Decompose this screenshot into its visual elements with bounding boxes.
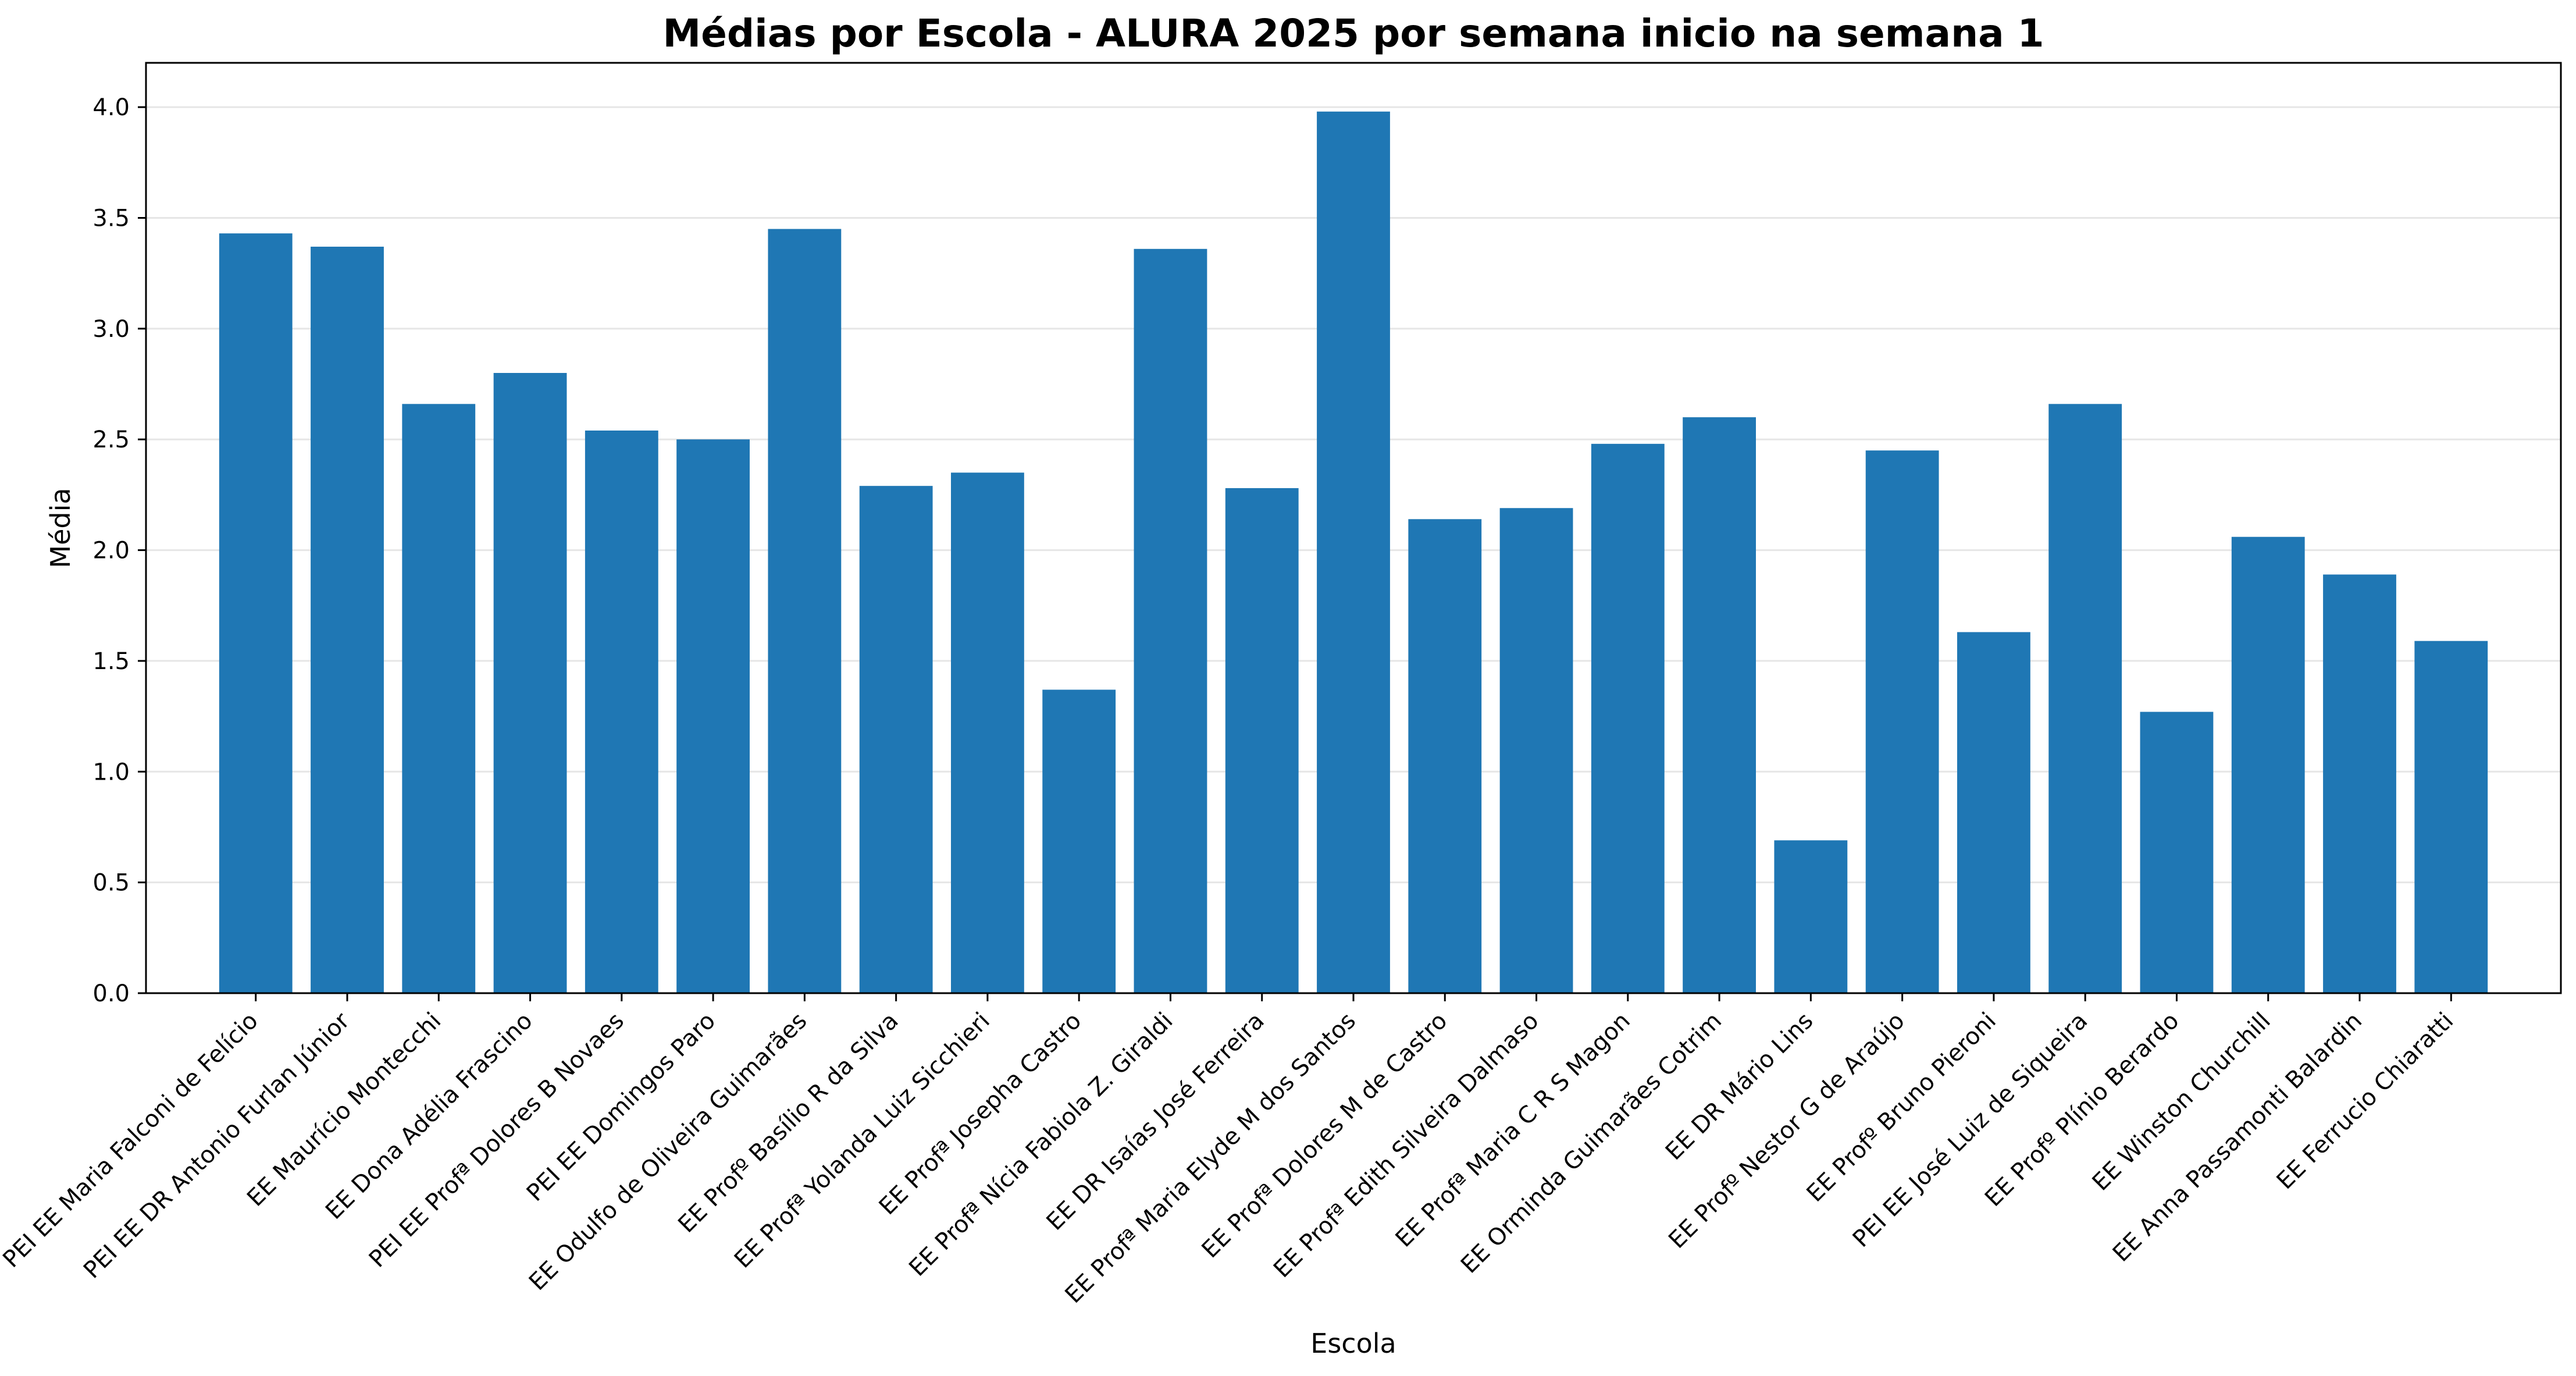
y-axis: 0.0 0.5 1.0 1.5 2.0 2.5 3.0 3.5 4.0 — [92, 94, 146, 1007]
y-tick-label: 2.5 — [92, 426, 130, 453]
bar — [219, 233, 293, 993]
bar — [1499, 508, 1573, 993]
x-tick-label: EE Profº Plínio Berardo — [1980, 1008, 2184, 1212]
y-tick-label: 2.0 — [92, 538, 130, 564]
bar — [859, 486, 933, 993]
bar — [1957, 632, 2030, 993]
bar — [493, 373, 567, 993]
bar — [1683, 417, 1756, 993]
bar — [1591, 443, 1665, 993]
bar — [2414, 641, 2488, 993]
y-tick-label: 3.5 — [92, 205, 130, 232]
y-tick-label: 4.0 — [92, 94, 130, 121]
bar — [2140, 712, 2214, 993]
bar — [2231, 536, 2305, 993]
bar — [768, 229, 842, 994]
bar — [1865, 450, 1939, 993]
x-tick-label: EE Maurício Montecchi — [242, 1008, 446, 1212]
y-tick-label: 1.5 — [92, 648, 130, 675]
bar — [676, 439, 750, 993]
bars — [219, 111, 2488, 994]
bar — [1317, 111, 1390, 994]
x-axis-label: Escola — [1310, 1328, 1396, 1359]
x-tick-label: PEI EE Domingos Paro — [522, 1008, 721, 1207]
bar — [402, 404, 476, 993]
bar — [1134, 248, 1207, 993]
chart-title: Médias por Escola - ALURA 2025 por seman… — [662, 11, 2044, 56]
bar — [1225, 488, 1299, 993]
x-tick-label: EE Profº Bruno Pieroni — [1802, 1008, 2001, 1207]
x-tick-label: EE Winston Churchill — [2087, 1008, 2276, 1196]
bar — [951, 472, 1024, 993]
bar — [585, 430, 658, 993]
bar — [2323, 574, 2396, 993]
bar — [1408, 519, 1482, 993]
bar — [311, 246, 384, 993]
y-tick-label: 0.5 — [92, 870, 130, 897]
y-tick-label: 1.0 — [92, 759, 130, 785]
bar — [1774, 840, 1848, 993]
y-tick-label: 3.0 — [92, 316, 130, 343]
bar — [2048, 404, 2122, 993]
y-axis-label: Média — [45, 488, 76, 568]
y-tick-label: 0.0 — [92, 980, 130, 1007]
bar — [1042, 689, 1116, 993]
x-tick-label: EE Ferrucio Chiaratti — [2272, 1008, 2459, 1195]
